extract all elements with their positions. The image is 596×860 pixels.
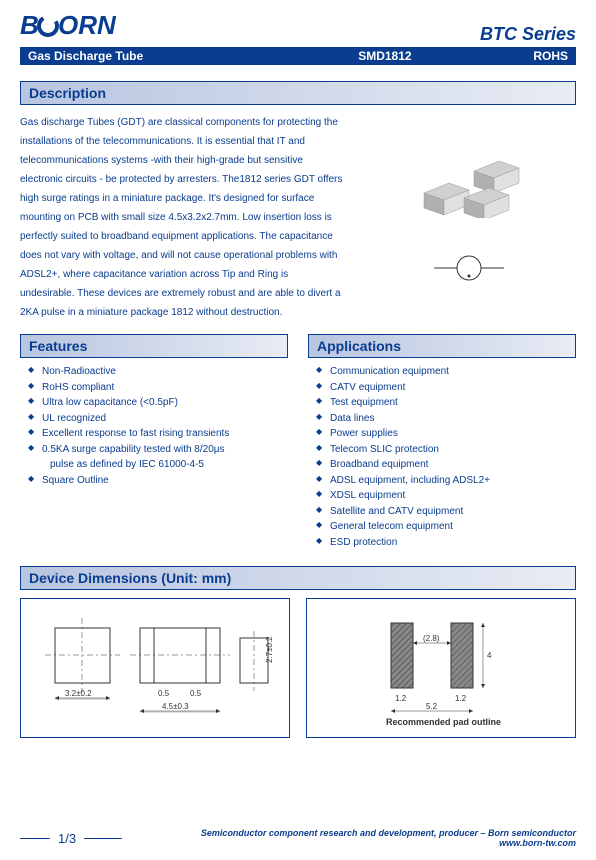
- svg-text:4.5±0.3: 4.5±0.3: [162, 702, 189, 711]
- svg-text:4: 4: [487, 651, 492, 660]
- list-item: Communication equipment: [316, 364, 576, 380]
- list-item: CATV equipment: [316, 380, 576, 396]
- list-item: Square Outline: [28, 473, 288, 489]
- svg-text:0.5: 0.5: [158, 689, 170, 698]
- schematic-symbol: [429, 248, 509, 288]
- rohs-label: ROHS: [533, 49, 568, 63]
- series-title: BTC Series: [480, 24, 576, 45]
- svg-text:5.2: 5.2: [426, 702, 438, 711]
- svg-text:1.2: 1.2: [395, 694, 407, 703]
- list-item: XDSL equipment: [316, 488, 576, 504]
- footer: 1/3 Semiconductor component research and…: [20, 828, 576, 848]
- features-header: Features: [20, 334, 288, 358]
- svg-text:0.5: 0.5: [190, 689, 202, 698]
- features-list: Non-Radioactive RoHS compliant Ultra low…: [20, 364, 288, 488]
- svg-text:1.2: 1.2: [455, 694, 467, 703]
- description-text: Gas discharge Tubes (GDT) are classical …: [20, 113, 342, 322]
- list-item: 0.5KA surge capability tested with 8/20μ…: [28, 442, 288, 458]
- list-item: Excellent response to fast rising transi…: [28, 426, 288, 442]
- dimension-drawing-left: 3.2±0.2 0.5 0.5 4.5±0.3 2.7±0.2: [20, 598, 290, 738]
- svg-text:Recommended pad outline: Recommended pad outline: [386, 717, 501, 727]
- header: B ORN BTC Series: [20, 12, 576, 45]
- dimensions-header: Device Dimensions (Unit: mm): [20, 566, 576, 590]
- list-item: ESD protection: [316, 535, 576, 551]
- product-type: Gas Discharge Tube: [20, 47, 270, 65]
- svg-text:2.7±0.2: 2.7±0.2: [265, 636, 274, 663]
- subheader-bar: Gas Discharge Tube SMD1812 ROHS: [20, 47, 576, 65]
- list-item: RoHS compliant: [28, 380, 288, 396]
- list-item: UL recognized: [28, 411, 288, 427]
- list-item: pulse as defined by IEC 61000-4-5: [28, 457, 288, 473]
- list-item: Ultra low capacitance (<0.5pF): [28, 395, 288, 411]
- list-item: Test equipment: [316, 395, 576, 411]
- product-model: SMD1812: [358, 49, 411, 63]
- page-number: 1/3: [58, 831, 76, 846]
- applications-list: Communication equipment CATV equipment T…: [308, 364, 576, 550]
- list-item: Satellite and CATV equipment: [316, 504, 576, 520]
- svg-text:(2.8): (2.8): [423, 634, 440, 643]
- description-header: Description: [20, 81, 576, 105]
- footer-tagline: Semiconductor component research and dev…: [130, 828, 576, 848]
- logo: B ORN: [20, 12, 130, 45]
- svg-text:B: B: [20, 12, 39, 40]
- list-item: Data lines: [316, 411, 576, 427]
- list-item: Telecom SLIC protection: [316, 442, 576, 458]
- list-item: General telecom equipment: [316, 519, 576, 535]
- list-item: Broadband equipment: [316, 457, 576, 473]
- list-item: ADSL equipment, including ADSL2+: [316, 473, 576, 489]
- svg-text:3.2±0.2: 3.2±0.2: [65, 689, 92, 698]
- svg-text:ORN: ORN: [58, 12, 117, 40]
- dimension-drawing-right: pad (2.8) 1.2 1.2: [306, 598, 576, 738]
- list-item: Non-Radioactive: [28, 364, 288, 380]
- product-images: [362, 113, 576, 322]
- list-item: Power supplies: [316, 426, 576, 442]
- applications-header: Applications: [308, 334, 576, 358]
